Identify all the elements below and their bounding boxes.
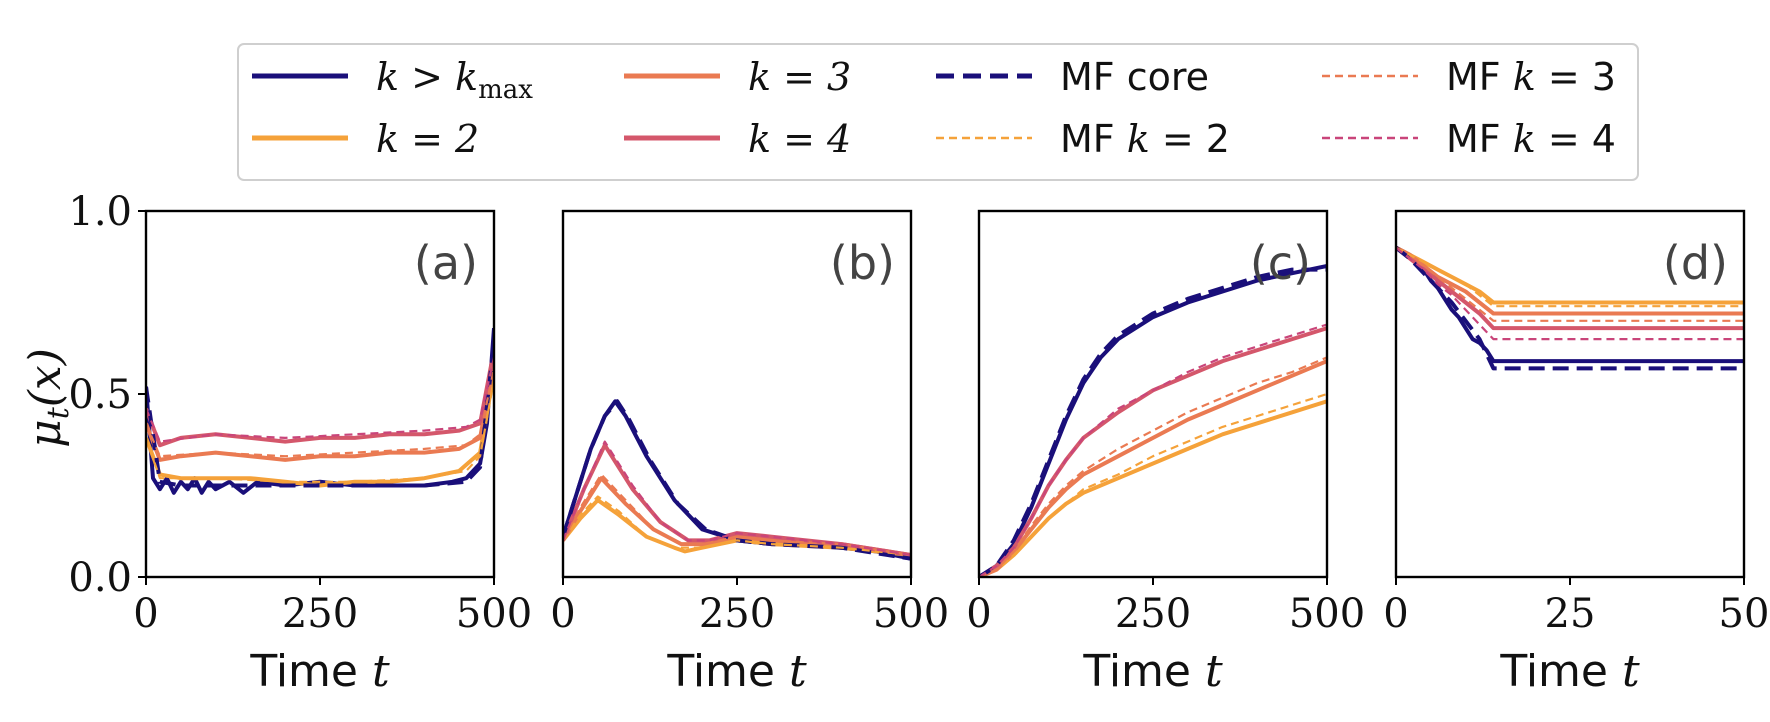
x-axis-label: Time t <box>666 646 807 697</box>
series-line-mf-core <box>1396 246 1744 371</box>
legend-label-mf-core: MF core <box>1060 55 1209 99</box>
series-line-k-4 <box>1396 246 1744 331</box>
x-tick-label: 250 <box>1115 591 1191 637</box>
x-tick-label: 250 <box>699 591 775 637</box>
panel-b: 0 250 500 Time t (b) <box>550 209 949 697</box>
x-tick-label: 0 <box>966 591 991 637</box>
series-line-k-2 <box>146 371 494 488</box>
y-tick-label: 1.0 <box>68 189 132 235</box>
x-tick-label: 250 <box>282 591 358 637</box>
series-line-k-2 <box>563 498 911 557</box>
series-line-mf-core <box>146 342 494 488</box>
x-tick-label: 500 <box>456 591 532 637</box>
x-axis-label: Time t <box>249 646 390 697</box>
series-line-mf-k-3 <box>1396 246 1744 322</box>
series-group <box>146 327 494 495</box>
x-tick-label: 0 <box>1383 591 1408 637</box>
x-tick-label: 50 <box>1719 591 1770 637</box>
x-tick-label: 500 <box>873 591 949 637</box>
legend: k > kmax k = 2 k = 3 k = 4 MF core MF k … <box>237 43 1639 181</box>
legend-label-k4: k = 4 <box>748 117 851 161</box>
y-axis-label: μt(x) <box>20 348 76 448</box>
series-group <box>1396 245 1744 371</box>
panel-d: 0 25 50 Time t (d) <box>1383 209 1770 697</box>
series-group <box>563 399 911 561</box>
series-line-mf-k-3 <box>146 368 494 458</box>
legend-box <box>237 43 1639 181</box>
panel-label: (d) <box>1663 236 1728 290</box>
series-line-mf-core <box>979 267 1327 577</box>
legend-label-mf-k3: MF k = 3 <box>1446 55 1616 99</box>
series-line-k-2 <box>979 399 1327 577</box>
y-tick-label: 0.0 <box>68 555 132 601</box>
legend-label-k2: k = 2 <box>376 117 479 161</box>
x-tick-label: 500 <box>1289 591 1365 637</box>
series-line-mf-k-2 <box>146 379 494 483</box>
legend-label-mf-k4: MF k = 4 <box>1446 117 1616 161</box>
x-tick-label: 25 <box>1545 591 1596 637</box>
panel-label: (a) <box>414 236 478 290</box>
legend-label-k3: k = 3 <box>748 55 851 99</box>
panel-label: (b) <box>830 236 895 290</box>
series-line-mf-k-3 <box>563 473 911 557</box>
series-group <box>979 263 1327 577</box>
series-line-mf-k-2 <box>563 495 911 557</box>
series-line-k-3 <box>146 360 494 462</box>
series-line-mf-k-2 <box>1396 246 1744 308</box>
series-line-k-3 <box>979 359 1327 577</box>
series-line-mf-k-4 <box>979 323 1327 577</box>
x-tick-label: 0 <box>133 591 158 637</box>
panel-a: 0 250 500 0.0 0.5 1.0 Time t (a) <box>68 189 532 697</box>
panel-label: (c) <box>1250 236 1311 290</box>
series-line-k-4 <box>979 326 1327 577</box>
x-axis-label: Time t <box>1082 646 1223 697</box>
series-line-mf-k-4 <box>563 440 911 557</box>
series-line-mf-k-2 <box>979 392 1327 577</box>
series-line-mf-k-3 <box>979 356 1327 577</box>
legend-label-mf-k2: MF k = 2 <box>1060 117 1230 161</box>
panel-c: 0 250 500 Time t (c) <box>966 209 1365 697</box>
y-tick-label: 0.5 <box>68 372 132 418</box>
series-line-k-3 <box>1396 245 1744 316</box>
x-tick-label: 0 <box>550 591 575 637</box>
series-line-mf-k-4 <box>146 357 494 443</box>
series-line-k-k-max <box>146 327 494 495</box>
x-axis-label: Time t <box>1499 646 1640 697</box>
series-line-k-4 <box>146 349 494 448</box>
